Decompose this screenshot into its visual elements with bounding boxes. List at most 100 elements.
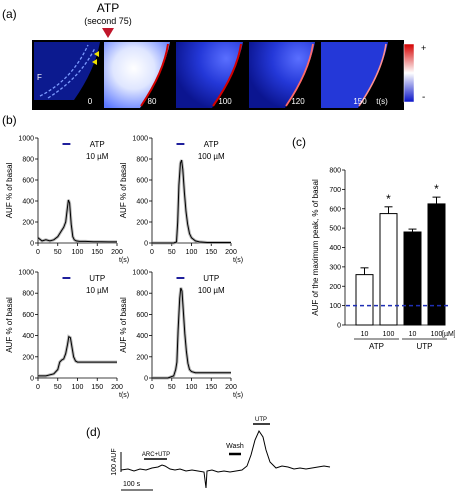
y-tick-label: 400 xyxy=(329,245,341,252)
series-title: UTP xyxy=(89,274,105,283)
panel-d-trace: ARC+UTP Wash UTP 100 AUF 100 s xyxy=(111,417,331,491)
utp-label: UTP xyxy=(255,417,267,423)
series-concentration: 100 µM xyxy=(198,286,225,295)
x-tick-label: 100 xyxy=(186,249,198,256)
panel-d-label: (d) xyxy=(86,425,101,439)
y-tick-label: 700 xyxy=(329,187,341,194)
stimulus-label: ATP xyxy=(97,1,119,15)
x-tick-label: 150 xyxy=(205,384,217,391)
x-tick-label: 200 xyxy=(225,249,237,256)
error-band xyxy=(152,159,231,245)
y-tick-label: 800 xyxy=(136,157,148,164)
y-tick-label: 200 xyxy=(329,284,341,291)
x-tick-label: 100 xyxy=(72,249,84,256)
frame-time-80: 80 xyxy=(148,97,157,106)
y-tick-label: 200 xyxy=(22,354,34,361)
category-label: 100 xyxy=(431,331,443,338)
y-tick-label: 400 xyxy=(136,333,148,340)
x-unit-label: t(s) xyxy=(233,257,243,264)
bar-utp-100 xyxy=(427,203,446,326)
colorbar xyxy=(403,43,415,103)
y-tick-label: 400 xyxy=(22,199,34,206)
frame-time-120: 120 xyxy=(291,97,305,106)
x-tick-label: 50 xyxy=(54,249,62,256)
x-tick-label: 100 xyxy=(72,384,84,391)
y-tick-label: 500 xyxy=(329,226,341,233)
x-tick-label: 200 xyxy=(111,249,123,256)
category-label: 10 xyxy=(361,331,369,338)
y-tick-label: 800 xyxy=(22,291,34,298)
series-line xyxy=(152,159,231,244)
concentration-unit-label: [µM] xyxy=(442,331,455,338)
y-tick-label: 0 xyxy=(337,323,341,330)
series-title: ATP xyxy=(204,140,219,149)
colorbar-min-label: - xyxy=(422,92,425,103)
error-band xyxy=(152,287,231,380)
category-label: 10 xyxy=(409,331,417,338)
series-concentration: 10 µM xyxy=(86,152,109,161)
frame-t0: F xyxy=(34,42,100,100)
category-label: 100 xyxy=(383,331,395,338)
wash-label: Wash xyxy=(226,443,244,450)
y-tick-label: 800 xyxy=(329,168,341,175)
y-tick-label: 600 xyxy=(22,178,34,185)
frame-time-100: 100 xyxy=(218,97,232,106)
y-tick-label: 1000 xyxy=(132,136,148,143)
y-tick-label: 300 xyxy=(329,264,341,271)
y-tick-label: 800 xyxy=(136,291,148,298)
x-tick-label: 50 xyxy=(168,384,176,391)
region-f-label: F xyxy=(37,73,42,82)
frame-t150 xyxy=(321,42,388,108)
y-tick-label: 1000 xyxy=(18,270,34,277)
x-tick-label: 50 xyxy=(168,249,176,256)
y-tick-label: 0 xyxy=(144,241,148,248)
frame-t80 xyxy=(104,42,170,108)
stimulus-arrow-icon xyxy=(102,28,114,38)
y-tick-label: 0 xyxy=(30,241,34,248)
x-scale-label: 100 s xyxy=(123,481,141,488)
y-axis-label: AUF % of basal xyxy=(119,162,128,218)
frame-time-unit: t(s) xyxy=(376,97,388,106)
x-tick-label: 0 xyxy=(36,384,40,391)
x-tick-label: 150 xyxy=(205,249,217,256)
panel-c-label: (c) xyxy=(292,135,306,149)
x-unit-label: t(s) xyxy=(119,392,129,399)
y-tick-label: 800 xyxy=(22,157,34,164)
series-line xyxy=(152,287,231,379)
marker-arrow-icon xyxy=(94,51,99,57)
y-axis-label: AUF % of basal xyxy=(5,297,14,353)
group-label-utp: UTP xyxy=(417,342,433,351)
x-tick-label: 0 xyxy=(150,249,154,256)
y-tick-label: 1000 xyxy=(18,136,34,143)
y-tick-label: 200 xyxy=(136,220,148,227)
series-title: UTP xyxy=(203,274,219,283)
y-tick-label: 600 xyxy=(329,206,341,213)
bar-utp-10 xyxy=(403,231,422,326)
colorbar-max-label: + xyxy=(421,43,426,53)
series-line xyxy=(38,335,117,377)
arc-utp-label: ARC+UTP xyxy=(142,452,170,458)
frame-time-0: 0 xyxy=(88,97,93,106)
y-tick-label: 100 xyxy=(329,303,341,310)
series-title: ATP xyxy=(90,140,105,149)
error-band xyxy=(37,199,117,244)
y-tick-label: 200 xyxy=(22,220,34,227)
panel-a-label: (a) xyxy=(2,7,17,21)
stimulus-time-note: (second 75) xyxy=(84,16,132,26)
frame-t100 xyxy=(176,42,243,108)
panel-c-chart: 0 100 200 300 400 500 600 700 800 AUF of the maxi… xyxy=(311,168,455,352)
y-tick-label: 0 xyxy=(30,376,34,383)
y-tick-label: 600 xyxy=(136,178,148,185)
marker-arrow-icon xyxy=(92,59,97,65)
bar-atp-100 xyxy=(379,213,398,326)
x-tick-label: 100 xyxy=(186,384,198,391)
y-tick-label: 600 xyxy=(136,312,148,319)
x-unit-label: t(s) xyxy=(119,257,129,264)
frame-t120 xyxy=(249,42,315,108)
y-axis-label: AUF % of basal xyxy=(119,297,128,353)
